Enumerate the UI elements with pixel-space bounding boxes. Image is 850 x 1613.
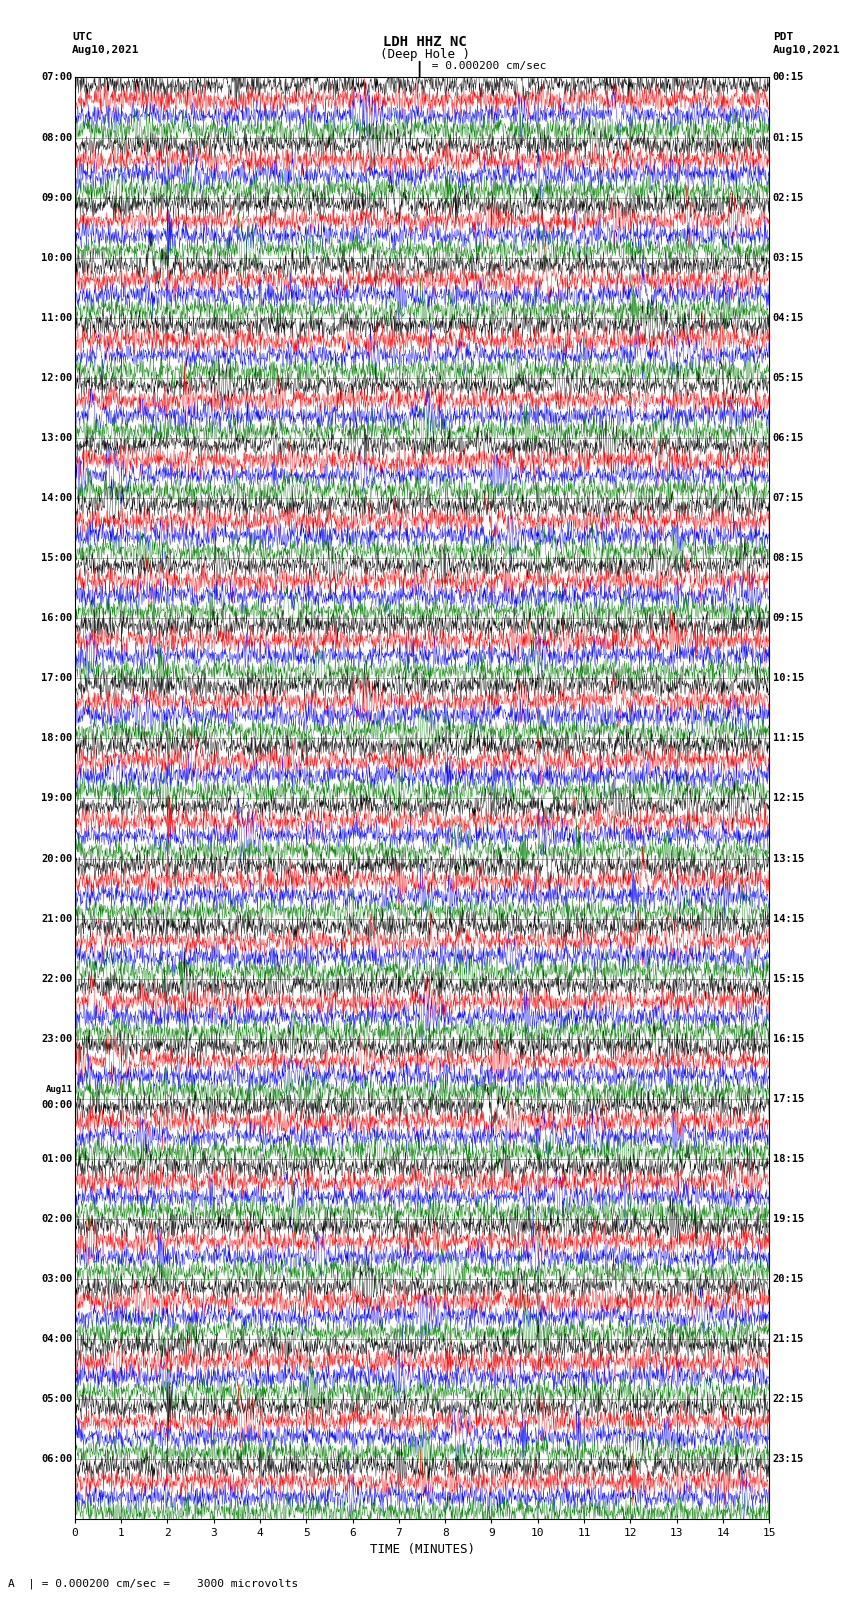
Text: |: | xyxy=(415,61,423,77)
Text: 17:15: 17:15 xyxy=(773,1094,804,1103)
Text: PDT: PDT xyxy=(773,32,793,42)
Text: 10:15: 10:15 xyxy=(773,673,804,684)
Text: UTC: UTC xyxy=(72,32,93,42)
Text: 05:00: 05:00 xyxy=(41,1394,72,1405)
Text: 18:00: 18:00 xyxy=(41,734,72,744)
Text: LDH HHZ NC: LDH HHZ NC xyxy=(383,35,467,50)
Text: 11:15: 11:15 xyxy=(773,734,804,744)
Text: 02:15: 02:15 xyxy=(773,192,804,203)
Text: 14:15: 14:15 xyxy=(773,913,804,924)
Text: 07:00: 07:00 xyxy=(41,73,72,82)
Text: 22:00: 22:00 xyxy=(41,974,72,984)
Text: 08:15: 08:15 xyxy=(773,553,804,563)
Text: A  | = 0.000200 cm/sec =    3000 microvolts: A | = 0.000200 cm/sec = 3000 microvolts xyxy=(8,1578,298,1589)
Text: 23:00: 23:00 xyxy=(41,1034,72,1044)
Text: 06:00: 06:00 xyxy=(41,1455,72,1465)
Text: 03:00: 03:00 xyxy=(41,1274,72,1284)
Text: 06:15: 06:15 xyxy=(773,432,804,444)
Text: 09:00: 09:00 xyxy=(41,192,72,203)
Text: 12:15: 12:15 xyxy=(773,794,804,803)
Text: 04:00: 04:00 xyxy=(41,1334,72,1344)
Text: 00:15: 00:15 xyxy=(773,73,804,82)
Text: 17:00: 17:00 xyxy=(41,673,72,684)
Text: 05:15: 05:15 xyxy=(773,373,804,382)
Text: 15:15: 15:15 xyxy=(773,974,804,984)
Text: Aug10,2021: Aug10,2021 xyxy=(72,45,139,55)
Text: 03:15: 03:15 xyxy=(773,253,804,263)
Text: = 0.000200 cm/sec: = 0.000200 cm/sec xyxy=(425,61,547,71)
Text: 07:15: 07:15 xyxy=(773,494,804,503)
Text: 23:15: 23:15 xyxy=(773,1455,804,1465)
Text: 00:00: 00:00 xyxy=(41,1100,72,1110)
Text: 22:15: 22:15 xyxy=(773,1394,804,1405)
Text: 11:00: 11:00 xyxy=(41,313,72,323)
Text: 09:15: 09:15 xyxy=(773,613,804,623)
Text: 19:15: 19:15 xyxy=(773,1215,804,1224)
Text: 21:15: 21:15 xyxy=(773,1334,804,1344)
X-axis label: TIME (MINUTES): TIME (MINUTES) xyxy=(370,1542,474,1555)
Text: 02:00: 02:00 xyxy=(41,1215,72,1224)
Text: Aug11: Aug11 xyxy=(45,1086,72,1094)
Text: 14:00: 14:00 xyxy=(41,494,72,503)
Text: 20:15: 20:15 xyxy=(773,1274,804,1284)
Text: 01:15: 01:15 xyxy=(773,132,804,142)
Text: 12:00: 12:00 xyxy=(41,373,72,382)
Text: 16:15: 16:15 xyxy=(773,1034,804,1044)
Text: 01:00: 01:00 xyxy=(41,1153,72,1165)
Text: 10:00: 10:00 xyxy=(41,253,72,263)
Text: 18:15: 18:15 xyxy=(773,1153,804,1165)
Text: 08:00: 08:00 xyxy=(41,132,72,142)
Text: 21:00: 21:00 xyxy=(41,913,72,924)
Text: 13:00: 13:00 xyxy=(41,432,72,444)
Text: Aug10,2021: Aug10,2021 xyxy=(773,45,840,55)
Text: 13:15: 13:15 xyxy=(773,853,804,863)
Text: (Deep Hole ): (Deep Hole ) xyxy=(380,48,470,61)
Text: 19:00: 19:00 xyxy=(41,794,72,803)
Text: 16:00: 16:00 xyxy=(41,613,72,623)
Text: 20:00: 20:00 xyxy=(41,853,72,863)
Text: 15:00: 15:00 xyxy=(41,553,72,563)
Text: 04:15: 04:15 xyxy=(773,313,804,323)
